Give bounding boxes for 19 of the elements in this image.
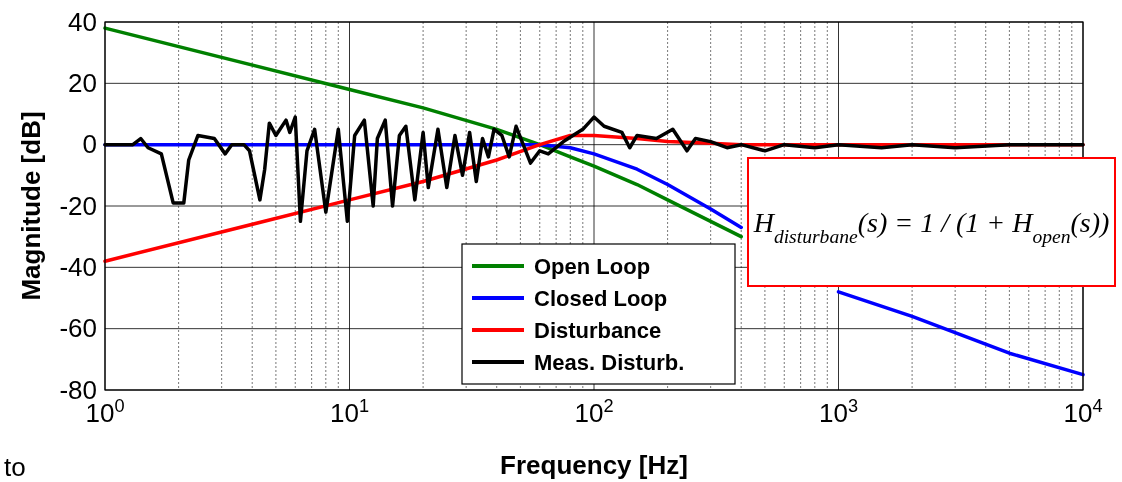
- formula-box: H$_{disturbane}$(s) = 1 / (1 + H$_{open}$(s)): [747, 157, 1116, 287]
- x-tick-label: 10$^{2}$: [574, 396, 614, 428]
- legend-label: Open Loop: [534, 254, 651, 279]
- y-tick-label: 0: [82, 129, 97, 160]
- y-axis-title: Magnitude [dB]: [16, 111, 46, 301]
- y-tick-label: -40: [59, 252, 97, 283]
- text: to: [4, 452, 26, 482]
- x-tick-label: 10$^{1}$: [329, 396, 370, 428]
- y-tick-label: -20: [59, 190, 97, 221]
- x-axis-title: Frequency [Hz]: [500, 450, 688, 480]
- y-tick-label: -60: [59, 313, 97, 344]
- legend-label: Meas. Disturb.: [534, 350, 685, 375]
- legend-label: Disturbance: [534, 318, 662, 343]
- annotation: H$_{disturbane}$(s) = 1 / (1 + H$_{open}$(s)): [752, 207, 1110, 247]
- legend-label: Closed Loop: [534, 286, 668, 311]
- x-tick-label: 10$^{3}$: [818, 396, 859, 428]
- x-tick-label: 10$^{4}$: [1063, 396, 1103, 428]
- y-tick-label: 40: [68, 6, 97, 37]
- y-tick-label: 20: [68, 68, 97, 99]
